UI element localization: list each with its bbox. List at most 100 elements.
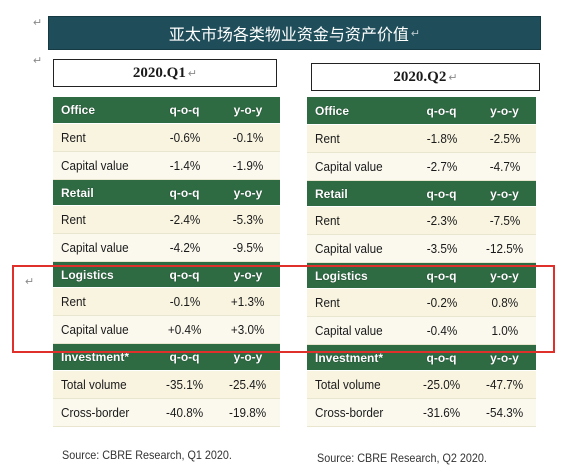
row-label: Capital value — [53, 157, 153, 175]
row-label-text: Rent — [315, 130, 340, 146]
column-header-qoq: q-o-q — [426, 186, 457, 201]
qoq-cell: -0.6% — [153, 129, 216, 147]
data-table-q1: Office q-o-q y-o-y Rent -0.6% -0.1% Capital va… — [53, 97, 280, 427]
qoq-cell: -31.6% — [410, 404, 473, 422]
column-header-yoy: y-o-y — [490, 350, 519, 365]
section-header-investment: Investment* q-o-q y-o-y — [307, 345, 536, 371]
table-row: Cross-border -40.8% -19.8% — [53, 399, 280, 427]
row-label-text: Rent — [61, 293, 86, 309]
column-header-qoq: q-o-q — [426, 350, 457, 365]
row-label: Cross-border — [53, 404, 153, 422]
qoq-cell: -2.4% — [153, 211, 216, 229]
yoy-cell: -47.7% — [473, 376, 536, 394]
yoy-cell: +3.0% — [216, 321, 280, 339]
data-table-q2: Office q-o-q y-o-y Rent -1.8% -2.5% Capital va… — [307, 97, 536, 427]
table-row: Rent -0.2% 0.8% — [307, 289, 536, 317]
column-header-yoy: y-o-y — [490, 268, 519, 283]
column-header-yoy: y-o-y — [233, 350, 263, 364]
row-label-text: Rent — [61, 129, 86, 145]
row-label-text: Capital value — [61, 321, 129, 337]
row-label: Rent — [307, 294, 410, 312]
row-label-text: Capital value — [315, 322, 383, 338]
yoy-value: -12.5% — [485, 240, 524, 256]
table-row: Capital value -2.7% -4.7% — [307, 153, 536, 181]
table-row: Rent -0.1% +1.3% — [53, 288, 280, 316]
qoq-cell: -3.5% — [410, 240, 473, 258]
paragraph-mark: ↵ — [25, 276, 35, 288]
quarter-label-text: 2020.Q2 — [393, 68, 447, 85]
quarter-label-text: 2020.Q1 — [132, 64, 186, 81]
row-label-text: Capital value — [61, 157, 129, 173]
qoq-value: -0.1% — [169, 293, 200, 309]
qoq-value: -2.4% — [169, 211, 200, 227]
yoy-cell: -25.4% — [216, 376, 280, 394]
yoy-value: -7.5% — [489, 212, 520, 228]
qoq-cell: -35.1% — [153, 376, 216, 394]
title-text: 亚太市场各类物业资金与资产价值 — [168, 27, 409, 44]
qoq-cell: -0.2% — [410, 294, 473, 312]
yoy-cell: -12.5% — [473, 240, 536, 258]
column-header-yoy: y-o-y — [490, 103, 519, 118]
column-header-yoy: y-o-y — [233, 103, 263, 117]
qoq-cell: -0.1% — [153, 293, 216, 311]
qoq-cell: -4.2% — [153, 239, 216, 257]
section-title: Office — [315, 103, 350, 118]
yoy-cell: -9.5% — [216, 239, 280, 257]
yoy-cell: -0.1% — [216, 129, 280, 147]
row-label: Cross-border — [307, 404, 410, 422]
row-label-text: Rent — [315, 294, 340, 310]
row-label-text: Total volume — [315, 376, 381, 392]
qoq-value: -31.6% — [422, 404, 461, 420]
yoy-cell: +1.3% — [216, 293, 280, 311]
row-label: Rent — [53, 129, 153, 147]
table-row: Total volume -35.1% -25.4% — [53, 371, 280, 399]
yoy-value: +1.3% — [231, 293, 265, 309]
qoq-cell: -25.0% — [410, 376, 473, 394]
qoq-cell: -0.4% — [410, 322, 473, 340]
section-title: Office — [61, 103, 96, 117]
column-header-yoy: y-o-y — [233, 267, 263, 282]
row-label-text: Cross-border — [61, 404, 130, 420]
row-label-text: Capital value — [61, 239, 129, 255]
row-label: Rent — [53, 293, 153, 311]
section-header-investment: Investment* q-o-q y-o-y — [53, 344, 280, 371]
qoq-value: -3.5% — [426, 240, 457, 256]
source-note-q1: Source: CBRE Research, Q1 2020. — [62, 448, 232, 462]
qoq-value: -25.0% — [422, 376, 461, 392]
section-header-office: Office q-o-q y-o-y — [307, 97, 536, 125]
yoy-cell: 1.0% — [473, 322, 536, 340]
yoy-cell: -7.5% — [473, 212, 536, 230]
column-header-yoy: y-o-y — [490, 186, 519, 201]
row-label: Capital value — [307, 322, 410, 340]
table-row: Cross-border -31.6% -54.3% — [307, 399, 536, 427]
column-header-qoq: q-o-q — [426, 103, 457, 118]
yoy-value: -47.7% — [485, 376, 524, 392]
row-label: Rent — [307, 130, 410, 148]
qoq-value: -40.8% — [165, 404, 204, 420]
row-label-text: Rent — [315, 212, 340, 228]
section-title: Retail — [315, 186, 348, 201]
yoy-value: -2.5% — [489, 130, 520, 146]
section-header-retail: Retail q-o-q y-o-y — [53, 180, 280, 206]
row-label: Capital value — [307, 240, 410, 258]
yoy-cell: -1.9% — [216, 157, 280, 175]
table-row: Capital value -0.4% 1.0% — [307, 317, 536, 345]
yoy-cell: -54.3% — [473, 404, 536, 422]
section-title: Logistics — [61, 267, 114, 282]
qoq-cell: -2.3% — [410, 212, 473, 230]
quarter-label-q1: 2020.Q1 ↵ — [53, 59, 277, 87]
yoy-cell: 0.8% — [473, 294, 536, 312]
column-header-qoq: q-o-q — [169, 267, 200, 282]
yoy-value: 0.8% — [491, 294, 518, 310]
yoy-value: 1.0% — [491, 322, 518, 338]
row-label-text: Rent — [61, 211, 86, 227]
qoq-value: -0.4% — [426, 322, 457, 338]
table-row: Capital value -1.4% -1.9% — [53, 152, 280, 180]
yoy-value: -0.1% — [232, 129, 264, 145]
section-header-retail: Retail q-o-q y-o-y — [307, 181, 536, 207]
qoq-value: -4.2% — [169, 239, 200, 255]
yoy-value: -9.5% — [232, 239, 264, 255]
column-header-qoq: q-o-q — [169, 103, 200, 117]
qoq-cell: -40.8% — [153, 404, 216, 422]
column-header-qoq: q-o-q — [169, 185, 200, 200]
